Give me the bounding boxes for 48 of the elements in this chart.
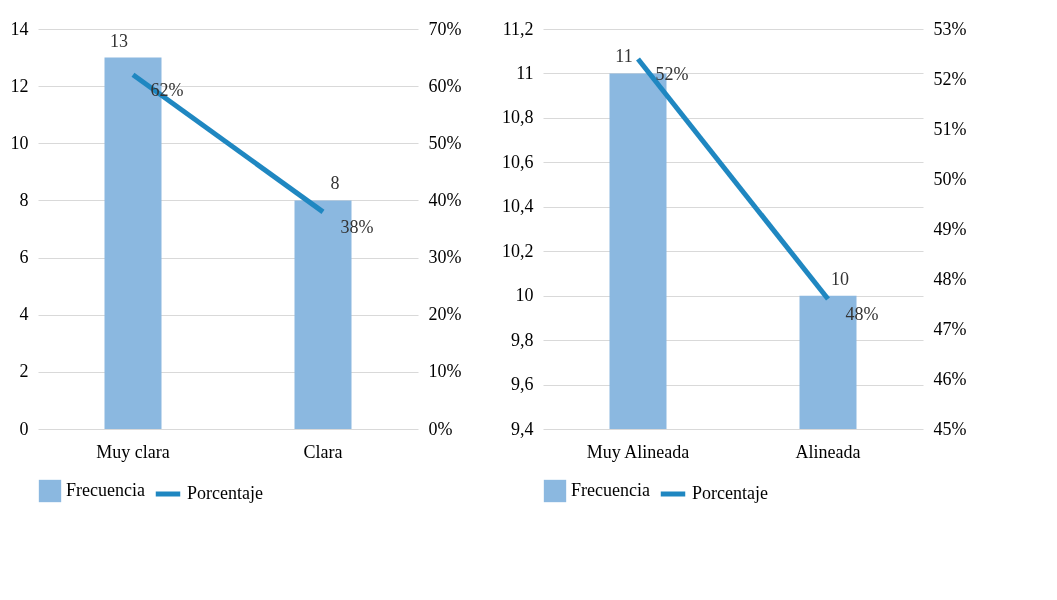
y2-tick-label: 10% — [428, 361, 462, 382]
legend-label: Porcentaje — [692, 483, 768, 503]
data-label: 8 — [330, 173, 340, 194]
y2-tick-label: 47% — [933, 318, 967, 339]
y2-tick-label: 40% — [428, 189, 462, 210]
data-label: 13 — [110, 30, 128, 51]
y-tick-label: 6 — [19, 247, 29, 268]
y2-tick-label: 0% — [428, 418, 453, 439]
y-tick-label: 8 — [19, 189, 29, 210]
y-tick-label: 9,8 — [511, 329, 534, 350]
y2-tick-label: 50% — [428, 132, 462, 153]
y-tick-label: 10,4 — [502, 196, 534, 217]
legend-label: Frecuencia — [66, 480, 145, 500]
y-tick-label: 12 — [10, 75, 29, 96]
y-tick-label: 14 — [10, 18, 29, 39]
data-label: 11 — [615, 46, 633, 67]
y2-tick-label: 70% — [428, 18, 462, 39]
y-tick-label: 0 — [19, 418, 29, 439]
y2-tick-label: 51% — [933, 118, 967, 139]
y-tick-label: 10,8 — [502, 107, 534, 128]
legend-label: Frecuencia — [571, 480, 650, 500]
y-tick-label: 9,4 — [511, 418, 534, 439]
y2-tick-label: 50% — [933, 168, 967, 189]
y2-tick-label: 45% — [933, 418, 967, 439]
y2-tick-label: 30% — [428, 247, 462, 268]
y-tick-label: 10,2 — [502, 240, 534, 261]
y2-tick-label: 46% — [933, 368, 967, 389]
y-tick-label: 10 — [515, 285, 534, 306]
y2-tick-label: 48% — [933, 268, 967, 289]
x-tick-label: Muy Alineada — [586, 441, 690, 462]
x-tick-label: Clara — [303, 441, 343, 462]
y-tick-label: 2 — [19, 361, 29, 382]
y-tick-label: 11 — [516, 62, 534, 83]
y2-tick-label: 49% — [933, 218, 967, 239]
y-tick-label: 11,2 — [502, 18, 534, 39]
y-tick-label: 10 — [10, 132, 29, 153]
x-tick-label: Muy clara — [96, 441, 170, 462]
y-tick-label: 4 — [19, 304, 29, 325]
y2-tick-label: 53% — [933, 18, 967, 39]
y2-tick-label: 20% — [428, 304, 462, 325]
y-tick-label: 10,6 — [502, 151, 534, 172]
y-tick-label: 9,6 — [511, 374, 534, 395]
y2-tick-label: 60% — [428, 75, 462, 96]
data-label: 10 — [831, 268, 849, 289]
y2-tick-label: 52% — [933, 68, 967, 89]
legend-label: Porcentaje — [187, 483, 263, 503]
data-label: 52% — [655, 64, 689, 84]
x-tick-label: Alineada — [795, 441, 861, 462]
